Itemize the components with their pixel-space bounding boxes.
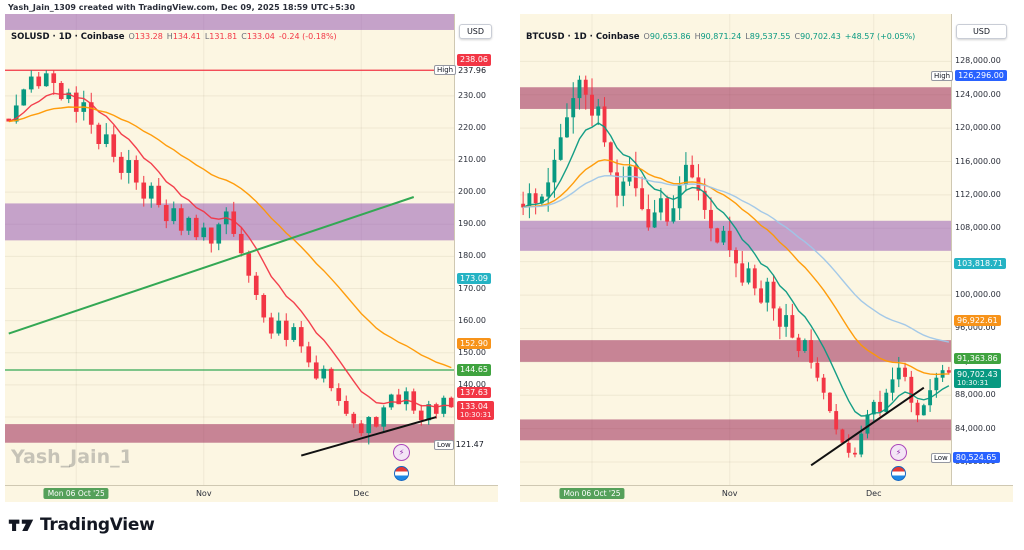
- axis-tick: 140.00: [458, 379, 486, 389]
- date-badge: Mon 06 Oct '25: [559, 488, 625, 499]
- symbol-title[interactable]: BTCUSD · 1D · Coinbase: [526, 32, 640, 42]
- axis-tick: 96,000.00: [955, 323, 996, 333]
- ohlc-value: 133.28: [134, 32, 163, 41]
- candlestick-chart[interactable]: [5, 14, 455, 486]
- axis-tick: 108,000.00: [955, 223, 1001, 233]
- price-badge: 133.04 10:30:31: [457, 400, 495, 420]
- extreme-label: High: [931, 70, 954, 81]
- ohlc-value: 131.81: [209, 32, 238, 41]
- ohlc-key: O: [128, 32, 135, 41]
- axis-tick: 180.00: [458, 251, 486, 261]
- ohlc-value: 134.41: [172, 32, 201, 41]
- ohlc-value: 90,653.86: [649, 32, 691, 41]
- ohlc-key: L: [745, 32, 750, 41]
- extreme-label: Low: [931, 452, 951, 463]
- ohlc-key: C: [794, 32, 801, 41]
- time-axis-label: Dec: [353, 489, 369, 498]
- price-badge: 137.63: [457, 387, 491, 399]
- price-axis[interactable]: USD 230.00 220.00 210.00 200.00 190.00 180.00…: [434, 14, 498, 486]
- price-badge: Low 80,524.65: [931, 452, 1000, 464]
- ohlc-values: O90,653.86 H90,871.24 L89,537.55 C90,702.43…: [640, 32, 916, 42]
- tradingview-wordmark: TradingView: [40, 514, 155, 535]
- axis-tick: 100,000.00: [955, 290, 1001, 300]
- time-axis-label: Dec: [865, 489, 882, 498]
- attribution-text: Yash_Jain_1309 created with TradingView.…: [8, 3, 356, 12]
- ohlc-key: H: [694, 32, 701, 41]
- extreme-label: Low: [434, 439, 454, 450]
- ohlc-value: 133.04: [246, 32, 275, 41]
- price-axis[interactable]: USD 128,000.00 124,000.00 120,000.00 116,00…: [931, 14, 1013, 486]
- ohlc-value: 90,702.43: [800, 32, 841, 41]
- price-badge: Low 121.47: [434, 439, 484, 450]
- axis-tick: 88,000.00: [955, 390, 996, 400]
- axis-tick: 128,000.00: [955, 56, 1001, 66]
- ohlc-key: H: [166, 32, 173, 41]
- price-badge: 90,702.43 10:30:31: [954, 368, 1001, 388]
- price-badge: 238.06: [457, 54, 491, 66]
- username-watermark: Yash_Jain_13: [11, 446, 129, 468]
- axis-tick: 150.00: [458, 347, 486, 357]
- axis-tick: 112,000.00: [955, 189, 1001, 199]
- chart-drawing-icons: ⚡: [890, 444, 907, 481]
- btcusd-chart-panel: BTCUSD · 1D · Coinbase O90,653.86 H90,871…: [520, 14, 1013, 502]
- ohlc-key: O: [643, 32, 650, 41]
- price-badge: 91,363.86: [954, 353, 1001, 365]
- ohlc-value: 90,871.24: [700, 32, 742, 41]
- time-axis-label: Nov: [195, 489, 212, 498]
- flag-icon[interactable]: [891, 466, 906, 481]
- ohlc-value: -0.24 (-0.18%): [278, 32, 337, 41]
- extreme-label: High: [434, 65, 457, 76]
- ohlc-values: O133.28 H134.41 L131.81 C133.04 -0.24 (-0.18…: [125, 32, 337, 42]
- tradingview-footer: TradingView: [8, 514, 155, 535]
- axis-tick: 84,000.00: [955, 423, 996, 433]
- candlestick-chart[interactable]: [520, 14, 952, 486]
- currency-toggle-button[interactable]: USD: [459, 24, 492, 39]
- axis-tick: 200.00: [458, 187, 486, 197]
- axis-tick: 230.00: [458, 90, 486, 100]
- date-badge: Mon 06 Oct '25: [43, 488, 109, 499]
- price-badge: 152.90: [457, 337, 491, 350]
- ohlc-value: +48.57 (+0.05%): [844, 32, 916, 41]
- price-badge: 173.09: [457, 273, 491, 285]
- flag-icon[interactable]: [394, 466, 409, 481]
- axis-tick: 170.00: [458, 283, 486, 293]
- chart-drawing-icons: ⚡: [393, 444, 410, 481]
- axis-tick: 190.00: [458, 219, 486, 229]
- price-badge: 103,818.71: [954, 257, 1006, 269]
- ohlc-key: L: [204, 32, 210, 41]
- time-axis[interactable]: Mon 06 Oct '25 Nov Dec: [5, 485, 498, 502]
- price-badge: 144.65: [457, 364, 491, 376]
- currency-toggle-button[interactable]: USD: [956, 24, 1007, 39]
- axis-tick: 116,000.00: [955, 156, 1001, 166]
- solusd-chart-panel: Yash_Jain_13 SOLUSD · 1D · Coinbase O133…: [5, 14, 498, 502]
- symbol-title[interactable]: SOLUSD · 1D · Coinbase: [11, 32, 125, 42]
- tradingview-logo-icon: [8, 519, 34, 531]
- time-axis[interactable]: Mon 06 Oct '25 Nov Dec: [520, 485, 1013, 502]
- lightning-icon[interactable]: ⚡: [393, 444, 410, 461]
- time-axis-label: Nov: [721, 489, 738, 498]
- axis-tick: 210.00: [458, 155, 486, 165]
- lightning-icon[interactable]: ⚡: [890, 444, 907, 461]
- axis-tick: 220.00: [458, 122, 486, 132]
- price-badge: 96,922.61: [954, 315, 1001, 327]
- axis-tick: 160.00: [458, 315, 486, 325]
- axis-tick: 120,000.00: [955, 123, 1001, 133]
- ohlc-key: C: [241, 32, 247, 41]
- chart-legend: SOLUSD · 1D · Coinbase O133.28 H134.41 L13…: [11, 32, 337, 42]
- ohlc-value: 89,537.55: [749, 32, 791, 41]
- price-badge: High 237.96: [434, 65, 486, 76]
- price-badge: High 126,296.00: [931, 70, 1007, 82]
- axis-tick: 124,000.00: [955, 89, 1001, 99]
- chart-legend: BTCUSD · 1D · Coinbase O90,653.86 H90,871…: [526, 32, 915, 42]
